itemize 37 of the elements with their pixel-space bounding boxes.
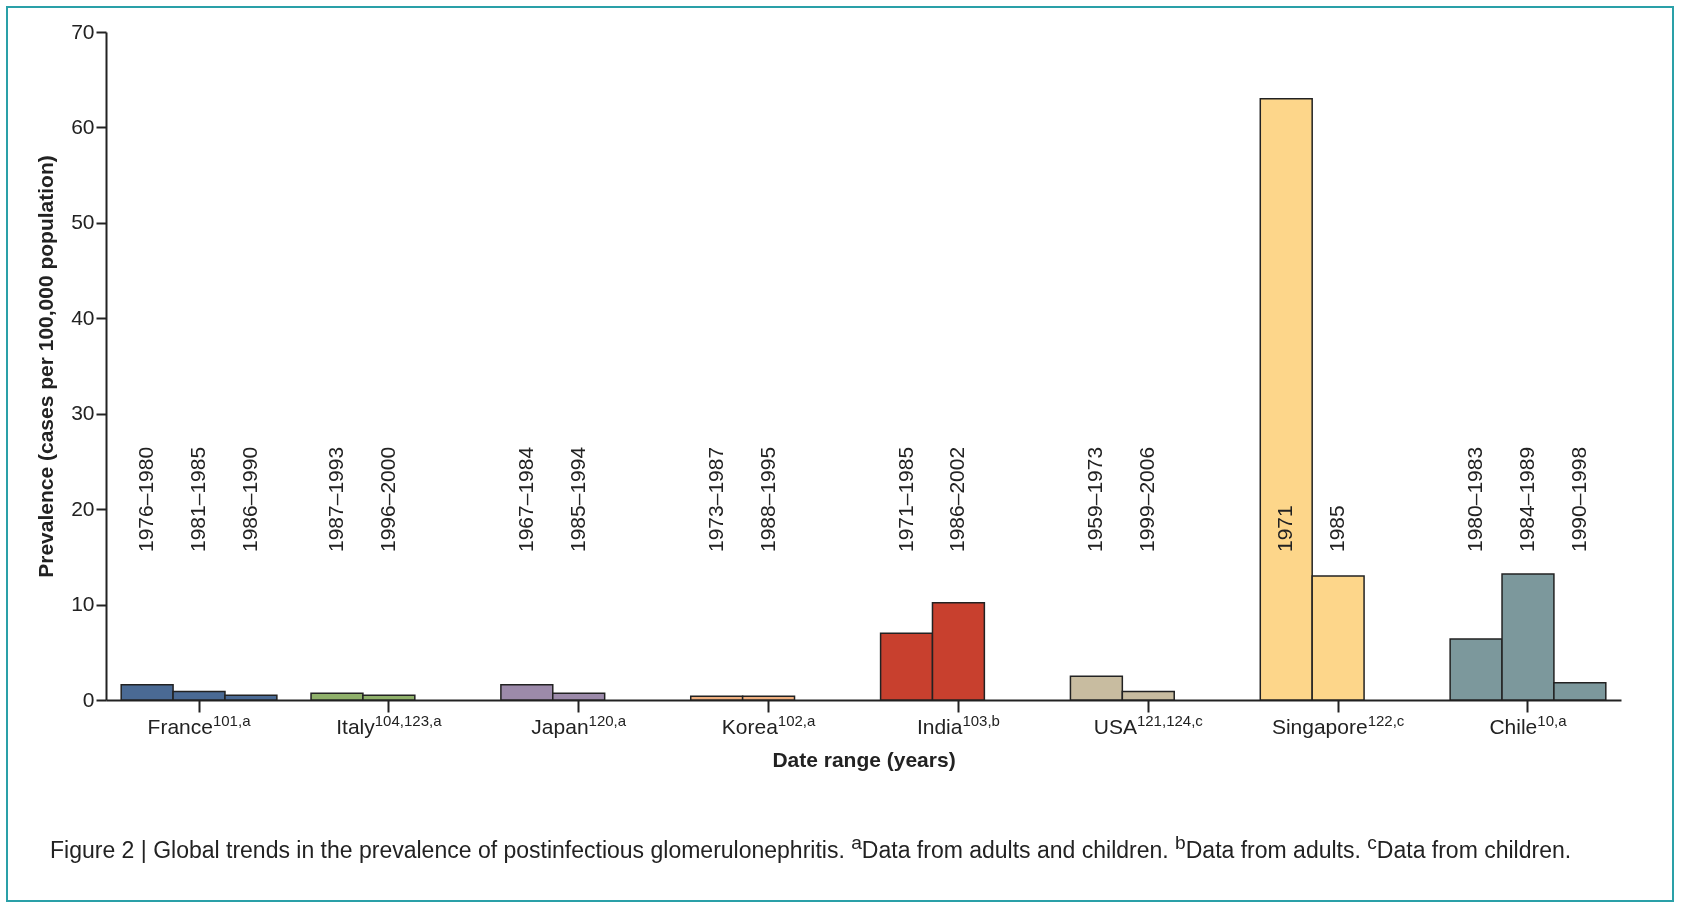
- x-axis-title: Date range (years): [772, 747, 956, 771]
- x-tick-label: Chile$^{10,a}$: [1489, 711, 1568, 738]
- annotation: 1985: [1325, 505, 1349, 552]
- annotation: 1980–1983: [1463, 446, 1487, 552]
- annotation: 1988–1995: [755, 446, 779, 552]
- x-tick-label: Japan$^{120,a}$: [531, 711, 627, 738]
- x-tick-label: USA$^{121,124,c}$: [1093, 711, 1204, 738]
- x-tick-label: Korea$^{102,a}$: [721, 711, 817, 738]
- annotation: 1986–1990: [237, 446, 261, 552]
- y-tick-label: 0: [82, 687, 95, 711]
- y-tick-label: 60: [71, 114, 95, 138]
- annotation: 1986–2002: [945, 446, 969, 552]
- annotation: 1967–1984: [513, 446, 537, 552]
- annotation: 1971–1985: [893, 446, 917, 552]
- y-tick-label: 30: [71, 401, 95, 425]
- y-tick-label: 70: [71, 19, 95, 43]
- annotation: 1990–1998: [1566, 446, 1590, 552]
- x-tick-label: India$^{103,b}$: [916, 711, 1000, 738]
- y-axis-title: Prevalence (cases per 100,000 population): [34, 155, 58, 578]
- y-tick-label: 20: [71, 496, 95, 520]
- annotation: 1985–1994: [565, 446, 589, 552]
- annotation: 1996–2000: [375, 446, 399, 552]
- annotation: 1959–1973: [1083, 446, 1107, 552]
- annotation: 1981–1985: [186, 446, 210, 552]
- x-tick-label: France$^{101,a}$: [147, 711, 252, 738]
- annotation: 1984–1989: [1514, 446, 1538, 552]
- caption: Figure 2 | Global trends in the prevalence of postinfectious glomerulonephritis. $^{a}$Data from adults and children. $^{b}$Data from adults. $^{c}$Data from children.: [50, 831, 1573, 865]
- annotation: 1971: [1273, 505, 1297, 552]
- x-tick-label: Singapore$^{122,c}$: [1271, 711, 1405, 738]
- annotation: 1999–2006: [1135, 446, 1159, 552]
- y-tick-label: 50: [71, 210, 95, 234]
- annotation: 1987–1993: [323, 446, 347, 552]
- y-tick-label: 10: [71, 592, 95, 616]
- x-tick-label: Italy$^{104,123,a}$: [336, 711, 443, 738]
- annotation: 1973–1987: [703, 446, 727, 552]
- annotation: 1976–1980: [134, 446, 158, 552]
- y-tick-label: 40: [71, 305, 95, 329]
